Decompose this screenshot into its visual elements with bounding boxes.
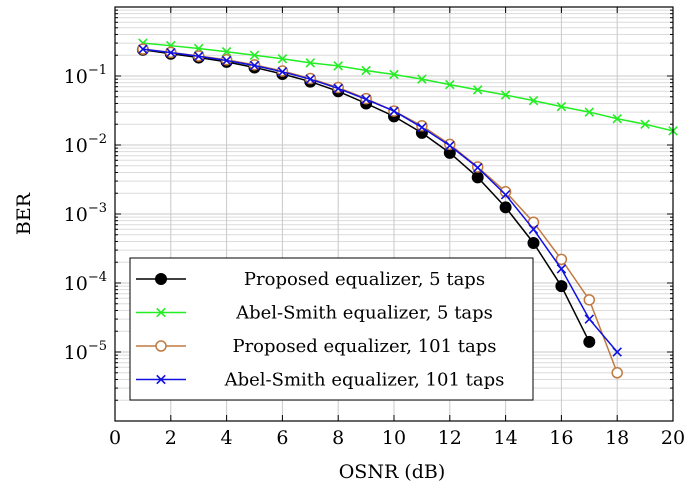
x-tick-label: 14 — [494, 427, 518, 449]
data-point — [305, 74, 316, 84]
y-tick-base: 10 — [64, 273, 88, 295]
legend-label: Abel-Smith equalizer, 101 taps — [224, 370, 505, 391]
data-point — [417, 122, 427, 133]
x-tick-label: 6 — [276, 427, 288, 449]
data-point — [333, 61, 343, 71]
y-tick-base: 10 — [64, 342, 88, 364]
legend-label: Abel-Smith equalizer, 5 taps — [235, 303, 493, 324]
data-point — [249, 50, 260, 60]
y-tick-label: 10−2 — [64, 132, 107, 157]
data-point — [138, 44, 148, 54]
data-point — [389, 69, 399, 80]
y-tick-label: 10−5 — [64, 339, 107, 364]
data-point — [155, 340, 167, 352]
series-line — [142, 48, 618, 353]
data-point — [249, 60, 260, 71]
legend: Proposed equalizer, 5 taps Abel-Smith equ… — [129, 257, 534, 401]
legend-entry: Proposed equalizer, 101 taps — [136, 336, 497, 357]
data-point — [389, 106, 399, 116]
data-point — [166, 47, 176, 58]
data-point — [361, 65, 371, 76]
x-tick-label: 2 — [165, 427, 177, 449]
series-4 — [138, 44, 622, 357]
data-point — [333, 83, 343, 94]
data-point — [527, 236, 540, 249]
data-point — [500, 90, 511, 100]
data-point — [556, 101, 567, 112]
data-point — [528, 224, 539, 235]
y-tick-exponent: −5 — [88, 339, 107, 354]
y-tick-base: 10 — [64, 66, 88, 88]
data-point — [471, 171, 484, 184]
legend-box — [129, 257, 534, 401]
series-line — [142, 42, 674, 132]
x-tick-labels: 0 2 4 6 8 10 12 14 16 18 20 — [109, 427, 685, 449]
y-tick-label: 10−3 — [64, 201, 107, 226]
data-point — [193, 51, 204, 62]
series-layer — [136, 38, 678, 379]
y-tick-label: 10−4 — [64, 270, 107, 295]
data-point — [499, 201, 512, 214]
y-tick-exponent: −4 — [88, 270, 107, 285]
x-tick-label: 16 — [549, 427, 573, 449]
data-point — [555, 253, 568, 266]
y-tick-base: 10 — [64, 135, 88, 157]
data-point — [445, 79, 455, 90]
data-point — [305, 58, 316, 68]
data-point — [584, 107, 595, 117]
data-point — [556, 264, 567, 274]
x-tick-label: 20 — [661, 427, 685, 449]
data-point — [156, 374, 166, 385]
data-point — [583, 294, 596, 306]
data-point — [417, 74, 427, 84]
data-point — [156, 307, 166, 318]
data-point — [472, 85, 483, 95]
data-point — [612, 347, 622, 357]
y-tick-exponent: −2 — [88, 132, 107, 147]
data-point — [445, 140, 455, 151]
data-point — [155, 273, 167, 285]
x-tick-label: 4 — [221, 427, 233, 449]
data-point — [640, 119, 650, 129]
legend-label: Proposed equalizer, 101 taps — [232, 336, 496, 357]
y-tick-base: 10 — [64, 204, 88, 226]
legend-label: Proposed equalizer, 5 taps — [244, 269, 485, 290]
data-point — [611, 367, 623, 379]
x-tick-label: 0 — [109, 427, 121, 449]
data-point — [528, 95, 539, 106]
data-point — [555, 280, 568, 293]
data-point — [277, 53, 288, 64]
axis-ticks — [114, 7, 674, 422]
data-point — [584, 314, 595, 324]
data-point — [361, 94, 371, 105]
y-tick-exponent: −1 — [88, 63, 107, 78]
x-tick-label: 8 — [332, 427, 344, 449]
data-point — [499, 186, 512, 198]
x-tick-label: 18 — [605, 427, 629, 449]
y-tick-labels: 10−510−410−310−210−1 — [64, 63, 107, 364]
y-tick-exponent: −3 — [88, 201, 107, 216]
data-point — [221, 55, 232, 66]
data-point — [612, 113, 622, 124]
data-point — [277, 67, 288, 77]
data-point — [472, 162, 483, 173]
y-axis-title: BER — [13, 192, 35, 235]
legend-entry: Abel-Smith equalizer, 5 taps — [136, 303, 493, 324]
x-axis-title: OSNR (dB) — [339, 461, 446, 483]
legend-entry: Abel-Smith equalizer, 101 taps — [136, 370, 504, 391]
x-tick-label: 10 — [382, 427, 406, 449]
legend-entry: Proposed equalizer, 5 taps — [136, 269, 485, 290]
data-point — [500, 190, 511, 200]
x-tick-label: 12 — [438, 427, 462, 449]
y-tick-label: 10−1 — [64, 63, 107, 88]
data-point — [221, 46, 232, 57]
data-point — [583, 335, 596, 348]
